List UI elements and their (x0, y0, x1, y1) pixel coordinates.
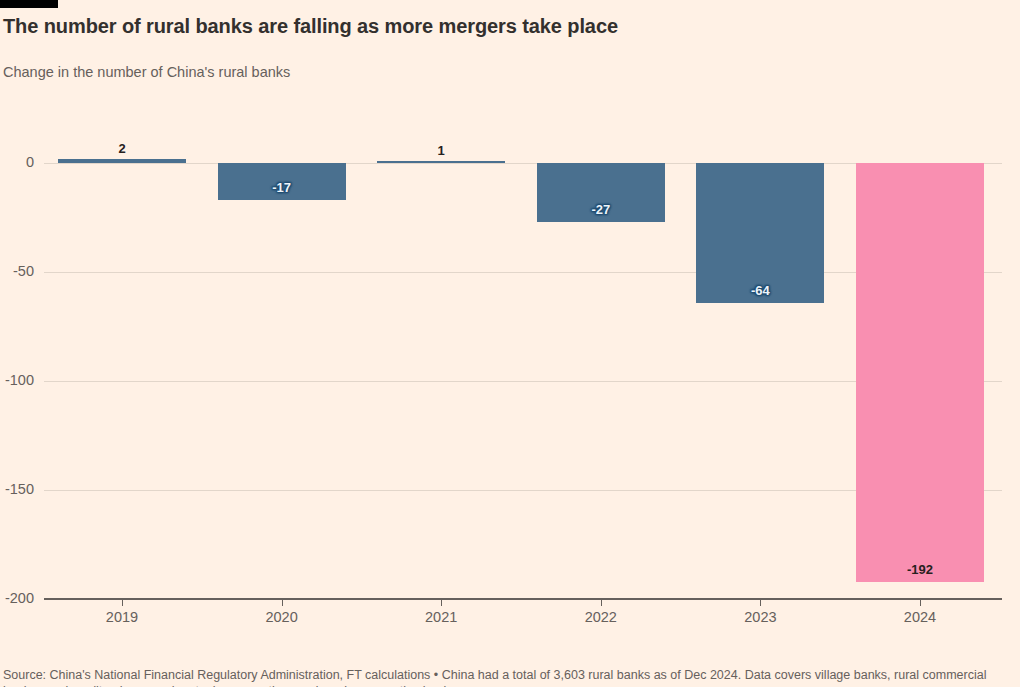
x-label-2019: 2019 (42, 609, 202, 625)
bar-chart: 0 -50 -100 -150 -200 2 2019 -17 2020 1 2021 -27 2022… (0, 0, 1020, 687)
x-tick-2020 (282, 599, 283, 606)
x-tick-2019 (122, 599, 123, 606)
y-axis-label-0: 0 (0, 154, 34, 171)
source-note: Source: China's National Financial Regul… (3, 667, 1017, 687)
x-label-2020: 2020 (202, 609, 362, 625)
bar-label-2020: -17 (218, 179, 346, 196)
bar-label-2019: 2 (58, 140, 186, 157)
bar-2019 (58, 159, 186, 163)
bar-label-2023: -64 (696, 282, 824, 299)
bar-label-2022: -27 (537, 201, 665, 218)
bar-2021 (377, 161, 505, 163)
x-axis-baseline (44, 598, 1002, 600)
x-tick-2024 (920, 599, 921, 606)
y-axis-label--100: -100 (0, 372, 34, 389)
x-tick-2022 (601, 599, 602, 606)
y-axis-label--150: -150 (0, 481, 34, 498)
y-axis-label--50: -50 (0, 263, 34, 280)
x-label-2021: 2021 (361, 609, 521, 625)
x-label-2023: 2023 (680, 609, 840, 625)
bar-label-2024: -192 (856, 561, 984, 578)
x-label-2022: 2022 (521, 609, 681, 625)
x-tick-2023 (760, 599, 761, 606)
x-label-2024: 2024 (840, 609, 1000, 625)
x-tick-2021 (441, 599, 442, 606)
bar-2024 (856, 163, 984, 582)
bar-label-2021: 1 (377, 142, 505, 159)
y-axis-label--200: -200 (0, 590, 34, 607)
